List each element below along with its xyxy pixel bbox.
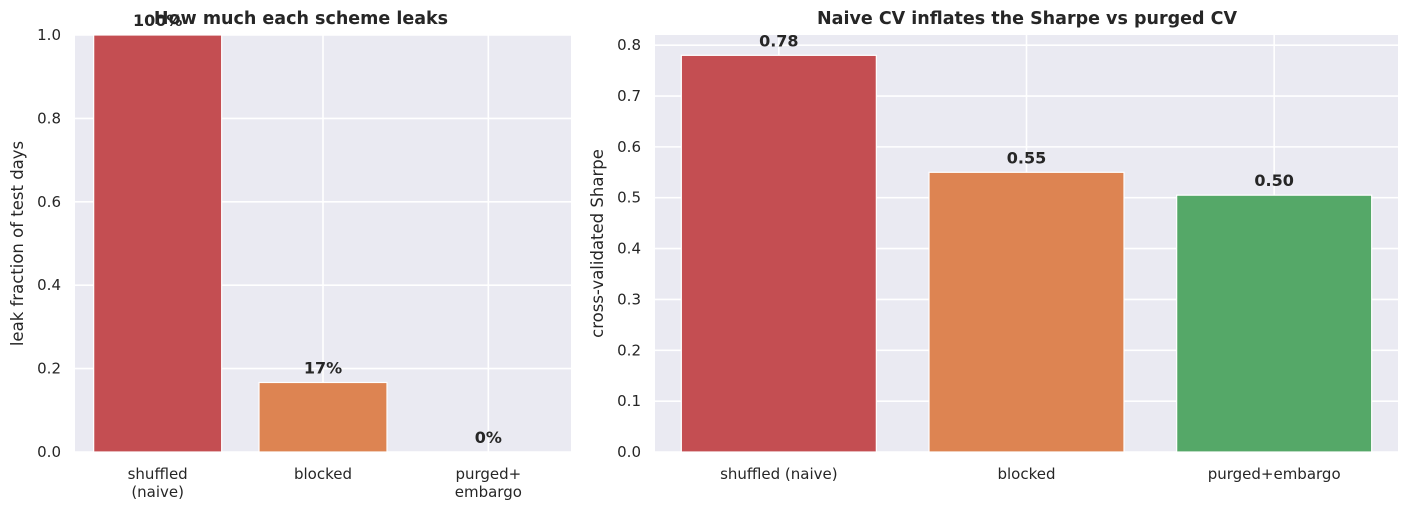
- bar: [928, 171, 1125, 453]
- chart-title: Naive CV inflates the Sharpe vs purged C…: [817, 9, 1237, 29]
- data-label: 17%: [304, 358, 342, 377]
- y-tick-label: 0.6: [37, 193, 61, 211]
- y-tick-label: 0.5: [617, 189, 641, 207]
- bar: [680, 54, 877, 453]
- bar: [258, 381, 388, 453]
- x-tick-label: shuffled (naive): [720, 465, 838, 483]
- bar: [93, 34, 223, 453]
- data-label: 0.78: [759, 31, 798, 50]
- y-tick-label: 0.4: [617, 240, 641, 258]
- x-tick-label: shuffled: [128, 465, 188, 483]
- y-tick-label: 0.8: [37, 109, 61, 127]
- x-tick-label: blocked: [294, 465, 352, 483]
- y-tick-label: 0.2: [37, 360, 61, 378]
- y-tick-label: 0.7: [617, 87, 641, 105]
- data-label: 0%: [475, 428, 502, 447]
- y-tick-label: 0.2: [617, 341, 641, 359]
- data-label: 0.50: [1254, 171, 1293, 190]
- x-tick-label: purged+: [455, 465, 521, 483]
- y-tick-label: 0.1: [617, 392, 641, 410]
- y-axis-label: cross-validated Sharpe: [588, 149, 607, 338]
- bar: [1176, 194, 1373, 453]
- x-tick-label: embargo: [455, 483, 522, 501]
- y-tick-label: 0.8: [617, 36, 641, 54]
- y-axis-label: leak fraction of test days: [8, 141, 27, 346]
- y-tick-label: 0.0: [37, 443, 61, 461]
- y-tick-label: 0.3: [617, 290, 641, 308]
- x-tick-label: blocked: [997, 465, 1055, 483]
- y-tick-label: 1.0: [37, 26, 61, 44]
- y-tick-label: 0.4: [37, 276, 61, 294]
- x-tick-label: (naive): [131, 483, 184, 501]
- x-tick-label: purged+embargo: [1208, 465, 1341, 483]
- y-tick-label: 0.0: [617, 443, 641, 461]
- sharpe-chart: 0.0 0.1 0.2 0.3 0.4 0.5 0.6 0.7 0.8 0.78 0.55 0.50 s…: [588, 9, 1398, 483]
- leak-fraction-chart: 0.0 0.2 0.4 0.6 0.8 1.0 100% 17% 0% shuffled(naiv…: [8, 9, 571, 501]
- data-label: 100%: [133, 11, 182, 30]
- data-label: 0.55: [1007, 148, 1046, 167]
- y-tick-label: 0.6: [617, 138, 641, 156]
- chart-title: How much each scheme leaks: [154, 9, 448, 29]
